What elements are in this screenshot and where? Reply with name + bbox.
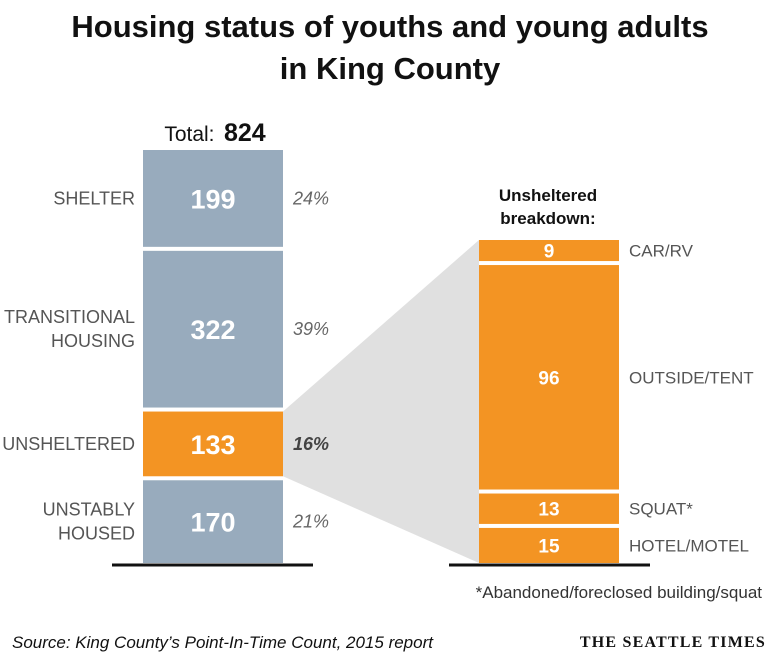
breakdown-title-line-2: breakdown: (500, 209, 595, 228)
publisher-credit: THE SEATTLE TIMES (579, 634, 766, 651)
breakdown-value-squat: 13 (538, 500, 559, 521)
breakdown-label-outside-tent: OUTSIDE/TENT (629, 368, 754, 387)
value-label-unsheltered: 133 (190, 430, 235, 460)
title-line-1: Housing status of youths and young adult… (71, 9, 709, 44)
labels-layer: 199 SHELTER 24% 322 TRANSITIONAL HOUSING 39% 13… (2, 184, 753, 557)
value-label-transitional-housing: 322 (190, 315, 235, 345)
percent-label-unstably-housed: 21% (292, 512, 329, 532)
bar-segment-unsheltered (143, 411, 283, 477)
value-label-shelter: 199 (190, 184, 235, 214)
breakdown-value-hotel-motel: 15 (538, 536, 560, 557)
category-label-unstably-housed: UNSTABLY HOUSED (43, 500, 135, 544)
breakdown-label-squat: SQUAT* (629, 500, 693, 519)
breakdown-segment-squat (479, 493, 619, 524)
footnote: *Abandoned/foreclosed building/squat (476, 583, 763, 602)
category-label-shelter: SHELTER (53, 188, 135, 208)
category-label-unsheltered: UNSHELTERED (2, 434, 135, 454)
total-label: Total: 824 (164, 119, 265, 147)
total-label-prefix: Total: (164, 123, 214, 146)
breakdown-label-car-rv: CAR/RV (629, 242, 694, 261)
category-label-transitional-housing: TRANSITIONAL HOUSING (4, 307, 135, 351)
percent-label-unsheltered: 16% (293, 434, 329, 454)
percent-label-transitional-housing: 39% (293, 319, 329, 339)
unsheltered-funnel (283, 240, 479, 563)
percent-label-shelter: 24% (292, 188, 329, 208)
source-note: Source: King County’s Point-In-Time Coun… (12, 633, 433, 652)
funnel-layer (283, 240, 479, 563)
bar-segment-unstably-housed (143, 480, 283, 563)
chart-title: Housing status of youths and young adult… (0, 6, 780, 90)
bar-segment-transitional-housing (143, 250, 283, 408)
breakdown-segment-car-rv (479, 240, 619, 262)
value-label-unstably-housed: 170 (190, 508, 235, 538)
bar-segment-shelter (143, 150, 283, 247)
breakdown-value-outside-tent: 96 (538, 368, 559, 389)
breakdown-label-hotel-motel: HOTEL/MOTEL (629, 536, 749, 555)
bars-layer (112, 150, 650, 567)
breakdown-segment-outside-tent (479, 265, 619, 490)
breakdown-value-car-rv: 9 (544, 242, 555, 263)
breakdown-title-line-1: Unsheltered (499, 186, 597, 205)
title-line-2: in King County (279, 51, 501, 86)
total-value: 824 (224, 119, 266, 147)
breakdown-segment-hotel-motel (479, 527, 619, 563)
